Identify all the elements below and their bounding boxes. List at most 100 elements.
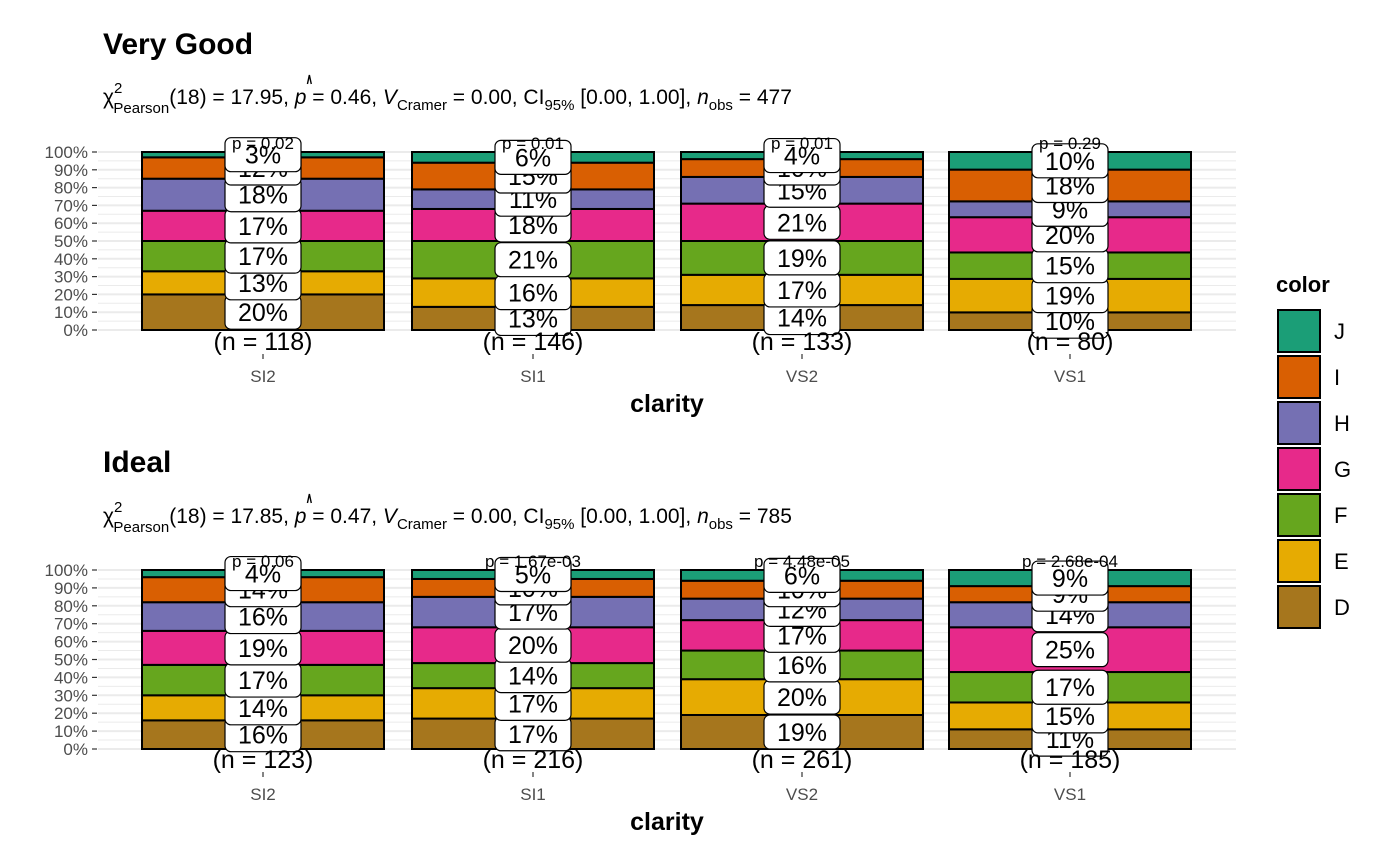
- segment-label-text: 10%: [1045, 148, 1095, 176]
- segment-label-box: [1031, 560, 1109, 596]
- segment-label-J: 3%: [224, 137, 302, 173]
- segment-label-D: 14%: [763, 299, 841, 336]
- segment-label-D: 17%: [494, 716, 572, 752]
- segment-label-F: 19%: [763, 240, 841, 276]
- n-count-label: (n = 123): [213, 746, 314, 774]
- segment-label-J: 10%: [1031, 143, 1109, 179]
- segment-label-text: 20%: [508, 632, 558, 660]
- legend-item-J: J: [1277, 309, 1345, 353]
- segment-label-J: 4%: [763, 137, 841, 174]
- segment-label-box: [494, 242, 572, 278]
- segment-label-E: 17%: [494, 685, 572, 721]
- segment-label-box: [1031, 143, 1109, 179]
- segment-label-G: 17%: [224, 208, 302, 244]
- stats-subtitle: χ2 Pearson(18) = 17.95, p = 0.46, VCramer…: [103, 80, 792, 117]
- n-count-label: (n = 185): [1020, 746, 1121, 774]
- segment-label-D: 16%: [224, 717, 302, 753]
- segment-label-text: 20%: [238, 299, 288, 327]
- x-axis-label: clarity: [630, 390, 704, 418]
- segment-label-text: 17%: [238, 667, 288, 695]
- y-tick-label: 90%: [54, 579, 88, 598]
- segment-label-text: 16%: [238, 722, 288, 750]
- legend-swatch: [1277, 401, 1321, 445]
- segment-label-box: [224, 137, 302, 173]
- segment-label-text: 17%: [777, 622, 827, 650]
- legend-item-G: G: [1277, 447, 1351, 491]
- y-tick-label: 100%: [45, 561, 88, 580]
- segment-label-F: 17%: [224, 238, 302, 274]
- x-tick-label: VS2: [786, 785, 818, 804]
- legend-item-H: H: [1277, 401, 1350, 445]
- y-tick-label: 10%: [54, 303, 88, 322]
- n-count-label: (n = 146): [483, 328, 584, 356]
- panel-title: Ideal: [103, 446, 171, 479]
- legend-label: D: [1334, 595, 1350, 620]
- y-tick-label: 60%: [54, 633, 88, 652]
- facet-panel-1: Very Good χ2 Pearson(18) = 17.95, p = 0.46…: [45, 28, 1236, 418]
- y-tick-label: 50%: [54, 232, 88, 251]
- segment-label-G: 21%: [763, 204, 841, 240]
- segment-label-J: 6%: [763, 557, 841, 593]
- y-tick-label: 40%: [54, 668, 88, 687]
- segment-label-text: 4%: [784, 143, 820, 171]
- n-count-label: (n = 261): [752, 746, 853, 774]
- segment-label-text: 18%: [238, 182, 288, 210]
- x-tick-label: SI2: [250, 785, 276, 804]
- y-tick-label: 0%: [63, 321, 88, 340]
- segment-label-J: 6%: [494, 139, 572, 175]
- y-tick-label: 90%: [54, 161, 88, 180]
- segment-label-G: 19%: [224, 630, 302, 666]
- segment-label-box: [494, 556, 572, 593]
- segment-label-text: 9%: [1052, 565, 1088, 593]
- panel-title: Very Good: [103, 28, 253, 61]
- segment-label-box: [763, 714, 841, 750]
- segment-label-H: 16%: [224, 598, 302, 635]
- segment-label-box: [494, 139, 572, 175]
- segment-label-text: 5%: [515, 561, 551, 589]
- segment-label-box: [763, 240, 841, 276]
- segment-label-text: 19%: [777, 245, 827, 273]
- segment-label-J: 9%: [1031, 560, 1109, 596]
- segment-label-text: 17%: [508, 690, 558, 718]
- segment-label-box: [1031, 669, 1109, 705]
- segment-label-F: 17%: [1031, 669, 1109, 705]
- n-count-label: (n = 118): [214, 328, 313, 356]
- stats-subtitle: χ2 Pearson(18) = 17.85, p = 0.47, VCramer…: [103, 499, 792, 536]
- y-tick-label: 30%: [54, 686, 88, 705]
- legend-label: F: [1334, 503, 1347, 528]
- x-tick-label: SI1: [520, 367, 546, 386]
- segment-label-text: 16%: [777, 652, 827, 680]
- legend-item-F: F: [1277, 493, 1347, 537]
- segment-label-box: [763, 557, 841, 593]
- segment-label-E: 17%: [763, 272, 841, 308]
- x-tick-label: SI2: [250, 367, 276, 386]
- y-tick-label: 60%: [54, 214, 88, 233]
- legend-swatch: [1277, 355, 1321, 399]
- p-value-label: p = 0.06: [232, 552, 294, 571]
- segment-label-text: 16%: [508, 280, 558, 308]
- segment-label-F: 16%: [763, 647, 841, 683]
- legend-label: H: [1334, 411, 1350, 436]
- y-tick-label: 100%: [45, 143, 88, 162]
- y-tick-label: 20%: [54, 285, 88, 304]
- segment-label-F: 15%: [1031, 248, 1109, 284]
- segment-label-E: 19%: [1031, 278, 1109, 314]
- y-tick-label: 40%: [54, 250, 88, 269]
- segment-label-box: [224, 555, 302, 592]
- facet-panel-2: Ideal χ2 Pearson(18) = 17.85, p = 0.47, VC…: [45, 446, 1236, 836]
- y-tick-label: 50%: [54, 651, 88, 670]
- segment-label-F: 17%: [224, 662, 302, 698]
- legend-swatch: [1277, 309, 1321, 353]
- legend-swatch: [1277, 539, 1321, 583]
- legend-label: G: [1334, 457, 1351, 482]
- v-hat-mark: [306, 74, 312, 85]
- y-tick-label: 70%: [54, 196, 88, 215]
- legend-swatch: [1277, 585, 1321, 629]
- x-axis-label: clarity: [630, 808, 704, 836]
- p-value-label: p = 0.01: [771, 134, 833, 153]
- segment-label-E: 14%: [224, 690, 302, 726]
- n-count-label: (n = 133): [752, 328, 853, 356]
- p-value-label: p = 0.02: [232, 134, 294, 153]
- segment-label-G: 20%: [494, 627, 572, 663]
